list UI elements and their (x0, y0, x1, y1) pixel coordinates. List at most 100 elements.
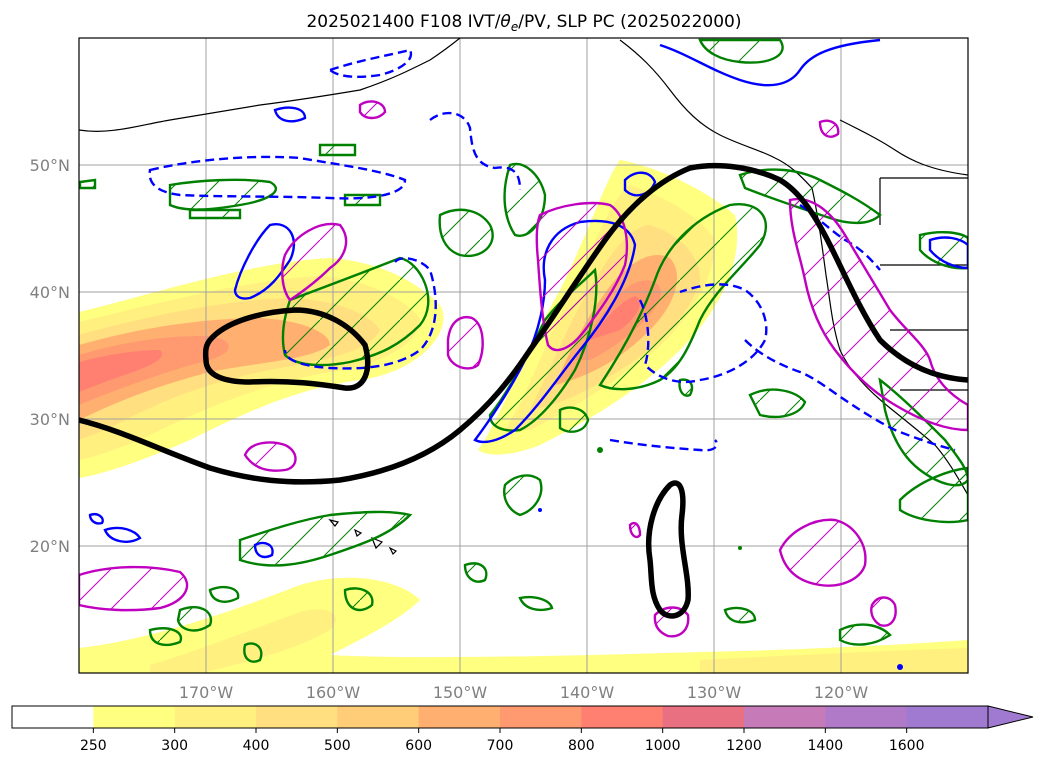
blue-contour (103, 526, 142, 543)
colorbar-tick-label: 1600 (889, 738, 925, 754)
magenta-contour (870, 596, 897, 627)
slp-contour-south (645, 480, 691, 619)
green-contour (698, 38, 784, 64)
slp-contour-low (202, 307, 371, 391)
blue-dashed-contour (638, 283, 768, 384)
colorbar-swatch (256, 706, 338, 728)
green-contour (723, 606, 757, 624)
colorbar-tick-label: 700 (487, 738, 514, 754)
us-borders (879, 177, 968, 391)
ivt-band-south (79, 577, 968, 673)
blue-dashed-contour (429, 111, 522, 191)
green-contour (598, 203, 768, 391)
green-contour (79, 178, 97, 190)
colorbar-tick-label: 600 (405, 738, 432, 754)
green-dot (597, 447, 603, 453)
colorbar-swatch (337, 706, 420, 728)
ivt-plume-central (79, 335, 229, 405)
blue-contour (253, 541, 274, 559)
green-contour (243, 642, 263, 663)
blue-dashed-contour (609, 438, 719, 452)
lat-tick-label: 30°N (30, 410, 70, 429)
colorbar-swatch (662, 706, 745, 728)
green-contour (558, 406, 590, 433)
blue-contour (928, 236, 968, 270)
colorbar-tick-label: 800 (568, 738, 595, 754)
blue-dashed-contour (148, 155, 407, 200)
lat-tick-label: 20°N (30, 537, 70, 556)
green-contour (918, 230, 968, 270)
lon-tick-label: 160°W (306, 683, 361, 702)
map-area (79, 38, 968, 673)
colorbar-tick-label: 1200 (726, 738, 762, 754)
magenta-contour (446, 316, 484, 370)
alaska-coast (619, 39, 813, 189)
blue-contour (623, 171, 657, 197)
lon-tick-labels: 170°W 160°W 150°W 140°W 130°W 120°W (179, 683, 869, 702)
blue-contour (273, 106, 307, 123)
colorbar-tick-label: 500 (324, 738, 351, 754)
green-contour (281, 256, 430, 367)
green-contour (503, 474, 543, 517)
slp-contour-main (79, 162, 968, 485)
green-contour (188, 208, 242, 220)
colorbar-extend (987, 705, 1034, 729)
green-contour (518, 595, 554, 612)
colorbar-swatch (581, 706, 664, 728)
green-contour (208, 586, 240, 603)
colorbar: 250 300 400 500 600 700 800 1000 1200 1400 1600 (11, 705, 1034, 754)
green-contour (343, 587, 374, 612)
colorbar-tick-label: 1000 (645, 738, 681, 754)
blue-dashed-contour (744, 339, 956, 452)
ivt-band-south (150, 609, 336, 673)
green-contour (463, 562, 488, 583)
blue-contours-dashed (148, 48, 956, 452)
green-dot (738, 546, 742, 550)
magenta-contour (628, 521, 642, 539)
green-contour (318, 143, 357, 157)
lat-tick-labels: 50°N 40°N 30°N 20°N (30, 156, 70, 556)
green-contour (238, 510, 413, 567)
blue-contour (659, 38, 881, 87)
colorbar-swatch (825, 706, 908, 728)
blue-dot (538, 508, 542, 512)
colorbar-swatch (744, 706, 826, 728)
slp-contours (79, 162, 968, 619)
ivt-plume-east (590, 296, 640, 340)
na-west-coast (839, 119, 968, 176)
green-contour (176, 605, 213, 632)
small-features (538, 447, 903, 670)
green-contour (748, 388, 807, 419)
colorbar-swatch (93, 706, 176, 728)
colorbar-tick-label: 1400 (808, 738, 844, 754)
lon-tick-label: 130°W (687, 683, 742, 702)
colorbar-swatch (500, 706, 582, 728)
magenta-contour (281, 222, 348, 302)
colorbar-swatch (906, 706, 989, 728)
green-contour (838, 623, 892, 646)
colorbar-tick-label: 300 (161, 738, 188, 754)
magenta-contour (778, 518, 867, 587)
green-contour (148, 627, 183, 646)
lon-tick-label: 120°W (814, 683, 869, 702)
lon-tick-label: 140°W (560, 683, 615, 702)
green-contour (678, 378, 694, 397)
blue-dashed-contour (283, 257, 437, 370)
blue-dot (897, 664, 903, 670)
magenta-contour (243, 441, 297, 472)
green-contour (503, 162, 547, 237)
map-border (78, 37, 969, 674)
magenta-contour (79, 565, 189, 612)
colorbar-tick-label: 250 (80, 738, 107, 754)
alaska-coast (79, 38, 461, 132)
colorbar-tick-label: 400 (243, 738, 270, 754)
lat-tick-label: 50°N (30, 156, 70, 175)
green-contour (438, 208, 494, 258)
lon-tick-label: 150°W (433, 683, 488, 702)
blue-contour (88, 513, 104, 525)
lat-tick-label: 40°N (30, 283, 70, 302)
colorbar-swatch (174, 706, 257, 728)
colorbar-swatch (418, 706, 501, 728)
ivt-plume-central (79, 350, 162, 392)
